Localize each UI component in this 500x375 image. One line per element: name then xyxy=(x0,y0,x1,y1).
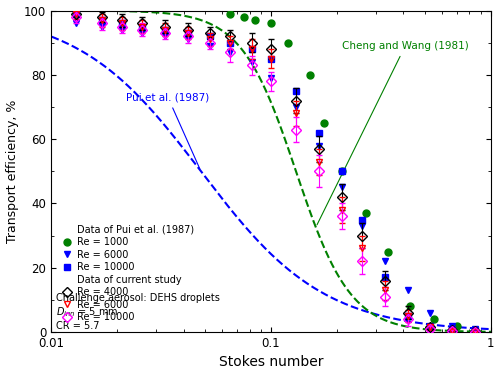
Y-axis label: Transport efficiency, %: Transport efficiency, % xyxy=(6,100,18,243)
X-axis label: Stokes number: Stokes number xyxy=(218,356,323,369)
Text: Challenge aerosol: DEHS droplets
$D_{inn}$ = 5 mm
CR = 5.7: Challenge aerosol: DEHS droplets $D_{inn… xyxy=(56,294,220,331)
Legend: Data of Pui et al. (1987), Re = 1000, Re = 6000, Re = 10000, Data of current stu: Data of Pui et al. (1987), Re = 1000, Re… xyxy=(60,223,196,324)
Text: Cheng and Wang (1981): Cheng and Wang (1981) xyxy=(317,41,468,225)
Text: Pui et al. (1987): Pui et al. (1987) xyxy=(126,93,210,169)
